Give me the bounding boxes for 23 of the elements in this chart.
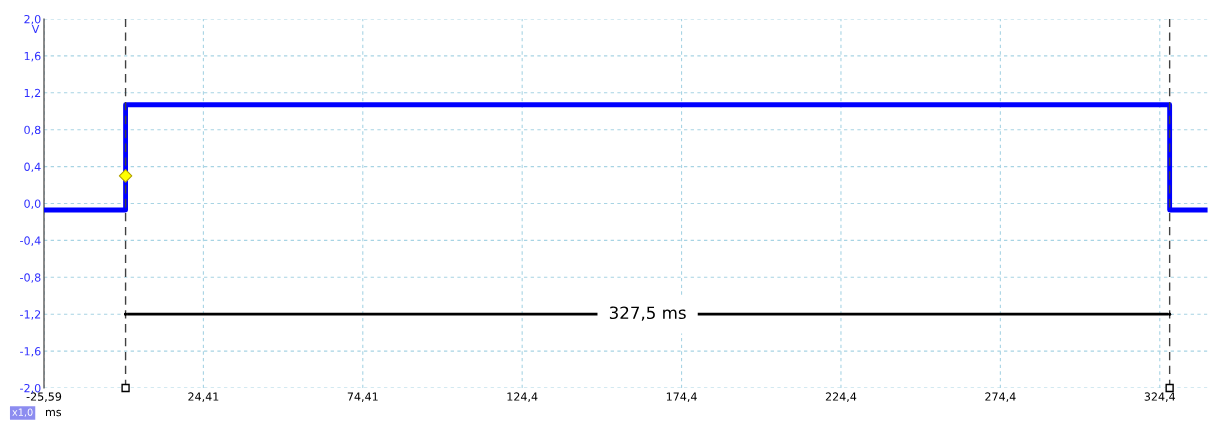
y-tick-label: 0,8 bbox=[24, 125, 41, 136]
y-tick-label: -1,6 bbox=[20, 347, 41, 357]
y-axis-title: V bbox=[31, 24, 40, 33]
text: x1,0 bbox=[12, 408, 33, 417]
y-tick-label: -1,2 bbox=[20, 310, 41, 320]
y-tick-label: -0,8 bbox=[20, 273, 41, 283]
y-tick-label: 0,4 bbox=[24, 162, 41, 173]
y-tick-label: 1,2 bbox=[24, 88, 41, 99]
x-tick-label: 274,4 bbox=[985, 392, 1016, 402]
x-axis-title: ms bbox=[46, 409, 62, 417]
y-tick-label: 0,0 bbox=[24, 199, 41, 210]
y-tick-label: 1,6 bbox=[24, 51, 41, 62]
y-tick-label: 2,0 bbox=[24, 14, 41, 25]
y-tick-label: -2,0 bbox=[20, 383, 41, 394]
annotation: 327,5 ms bbox=[609, 306, 686, 321]
x-tick-label: 224,4 bbox=[825, 392, 857, 402]
x-tick-label: 24,41 bbox=[188, 392, 219, 402]
x-tick-label: 324,4 bbox=[1144, 392, 1176, 402]
x-tick-label: 74,41 bbox=[347, 392, 378, 402]
x-tick-label: 124,4 bbox=[507, 392, 538, 402]
x-tick-label: -25,59 bbox=[26, 392, 62, 402]
y-tick-label: -0,4 bbox=[20, 236, 41, 246]
x-tick-label: 174,4 bbox=[666, 392, 697, 402]
